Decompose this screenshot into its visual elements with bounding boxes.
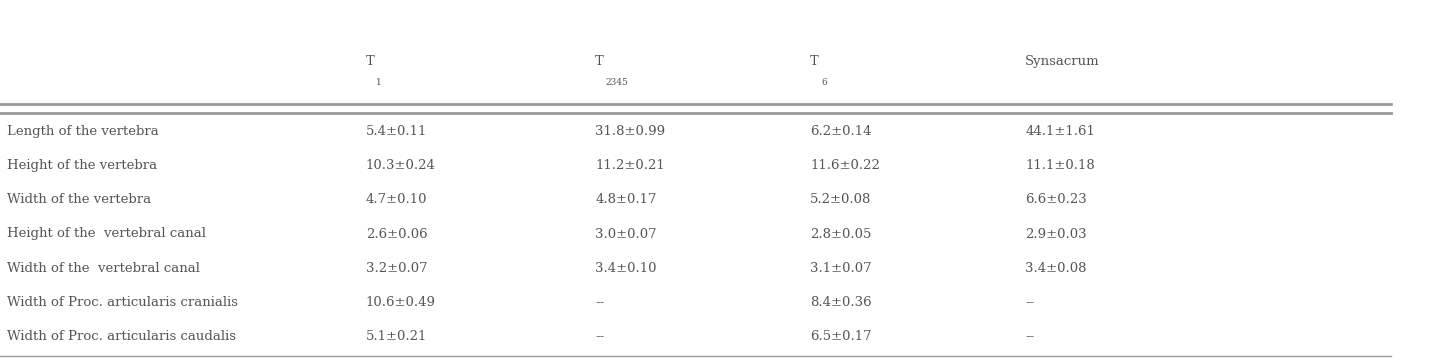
Text: Width of Proc. articularis cranialis: Width of Proc. articularis cranialis [7, 296, 238, 309]
Text: 5.4±0.11: 5.4±0.11 [366, 125, 427, 138]
Text: Synsacrum: Synsacrum [1025, 55, 1100, 68]
Text: 2.6±0.06: 2.6±0.06 [366, 228, 427, 240]
Text: Width of the vertebra: Width of the vertebra [7, 193, 152, 206]
Text: Width of Proc. articularis caudalis: Width of Proc. articularis caudalis [7, 330, 237, 343]
Text: 10.3±0.24: 10.3±0.24 [366, 159, 436, 172]
Text: 6.5±0.17: 6.5±0.17 [810, 330, 872, 343]
Text: 11.6±0.22: 11.6±0.22 [810, 159, 880, 172]
Text: 3.1±0.07: 3.1±0.07 [810, 262, 872, 275]
Text: Length of the vertebra: Length of the vertebra [7, 125, 159, 138]
Text: 31.8±0.99: 31.8±0.99 [595, 125, 665, 138]
Text: 5.2±0.08: 5.2±0.08 [810, 193, 872, 206]
Text: 6: 6 [820, 78, 827, 87]
Text: 6.6±0.23: 6.6±0.23 [1025, 193, 1087, 206]
Text: 4.8±0.17: 4.8±0.17 [595, 193, 657, 206]
Text: 2.9±0.03: 2.9±0.03 [1025, 228, 1087, 240]
Text: 11.1±0.18: 11.1±0.18 [1025, 159, 1096, 172]
Text: 3.2±0.07: 3.2±0.07 [366, 262, 427, 275]
Text: --: -- [595, 330, 604, 343]
Text: T: T [810, 55, 819, 68]
Text: 3.0±0.07: 3.0±0.07 [595, 228, 657, 240]
Text: Width of the  vertebral canal: Width of the vertebral canal [7, 262, 201, 275]
Text: 10.6±0.49: 10.6±0.49 [366, 296, 436, 309]
Text: 11.2±0.21: 11.2±0.21 [595, 159, 665, 172]
Text: 5.1±0.21: 5.1±0.21 [366, 330, 427, 343]
Text: 1: 1 [376, 78, 383, 87]
Text: 2345: 2345 [605, 78, 628, 87]
Text: T: T [595, 55, 604, 68]
Text: --: -- [595, 296, 604, 309]
Text: 4.7±0.10: 4.7±0.10 [366, 193, 427, 206]
Text: 3.4±0.08: 3.4±0.08 [1025, 262, 1087, 275]
Text: 2.8±0.05: 2.8±0.05 [810, 228, 872, 240]
Text: 6.2±0.14: 6.2±0.14 [810, 125, 872, 138]
Text: --: -- [1025, 330, 1034, 343]
Text: 8.4±0.36: 8.4±0.36 [810, 296, 872, 309]
Text: 44.1±1.61: 44.1±1.61 [1025, 125, 1096, 138]
Text: 3.4±0.10: 3.4±0.10 [595, 262, 657, 275]
Text: --: -- [1025, 296, 1034, 309]
Text: Height of the  vertebral canal: Height of the vertebral canal [7, 228, 206, 240]
Text: Height of the vertebra: Height of the vertebra [7, 159, 158, 172]
Text: T: T [366, 55, 374, 68]
